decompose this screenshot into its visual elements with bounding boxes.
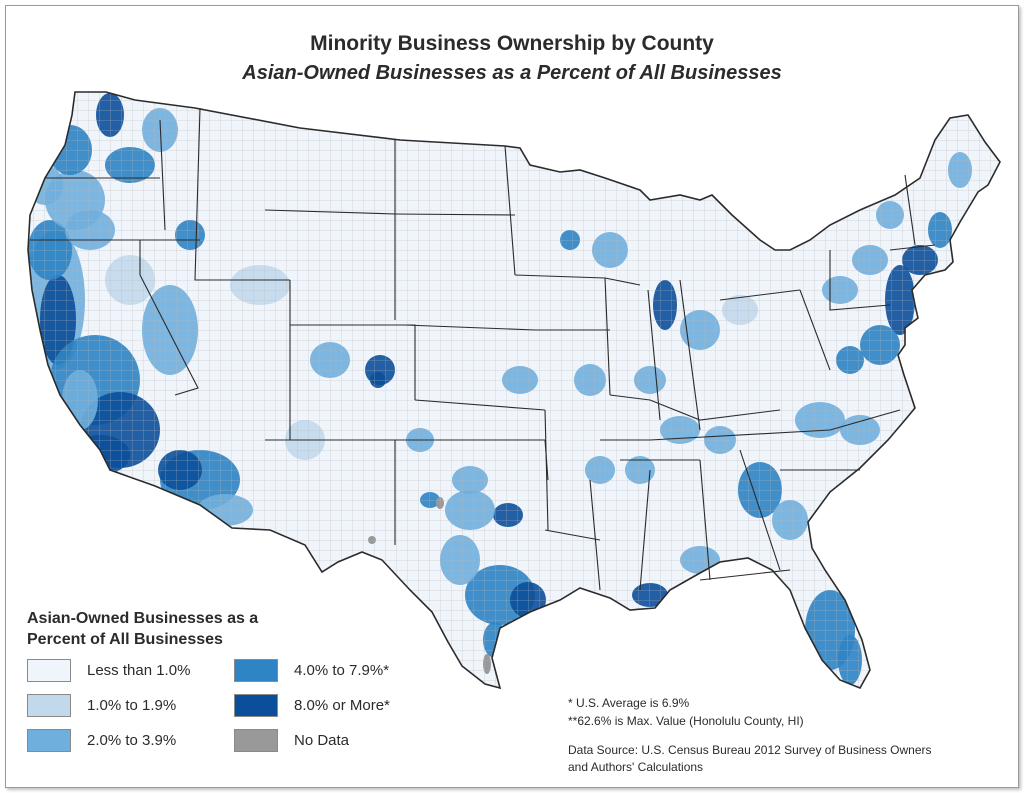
legend-swatch (27, 659, 71, 682)
state-boundary (609, 394, 781, 421)
legend-label: No Data (294, 732, 350, 749)
state-boundary (679, 279, 701, 431)
national-border (27, 91, 1001, 690)
state-boundary (159, 119, 166, 231)
state-boundary (647, 289, 661, 421)
data-source-line2: and Authors' Calculations (568, 760, 704, 774)
legend-label: 4.0% to 7.9%* (294, 662, 390, 679)
state-boundary (414, 399, 546, 411)
legend-title-line1: Asian-Owned Businesses as a (27, 610, 259, 627)
legend-label: 1.0% to 1.9% (87, 697, 177, 714)
state-boundary (699, 569, 791, 581)
state-boundary (699, 459, 711, 581)
legend-swatch (234, 694, 278, 717)
state-boundary (589, 479, 601, 591)
state-boundary (544, 529, 601, 541)
state-boundary (829, 250, 891, 311)
legend-title: Asian-Owned Businesses as a Percent of A… (27, 608, 267, 650)
legend-title-line2: Percent of All Businesses (27, 631, 223, 648)
legend-label: 8.0% or More* (294, 697, 390, 714)
state-boundaries (30, 107, 936, 591)
state-boundary (739, 449, 781, 571)
state-boundary (504, 145, 516, 276)
map-subtitle: Asian-Owned Businesses as a Percent of A… (242, 62, 782, 84)
state-boundary (719, 289, 801, 301)
state-boundary (394, 213, 516, 216)
legend-swatch (234, 729, 278, 752)
legend-label: Less than 1.0% (87, 662, 191, 679)
state-boundary (889, 244, 936, 251)
legend-label: 2.0% to 3.9% (87, 732, 177, 749)
state-boundary (139, 274, 199, 396)
state-boundary (649, 429, 831, 441)
state-boundary (604, 277, 611, 396)
legend-swatch (234, 659, 278, 682)
state-boundary (544, 439, 549, 481)
legend-swatch (27, 729, 71, 752)
state-boundary (544, 409, 549, 531)
state-boundary (404, 324, 536, 331)
data-source-line1: Data Source: U.S. Census Bureau 2012 Sur… (568, 743, 932, 757)
legend-swatch (27, 694, 71, 717)
state-boundary (799, 289, 831, 371)
max-value-note: **62.6% is Max. Value (Honolulu County, … (568, 714, 804, 728)
state-boundary (194, 107, 290, 281)
state-boundary (829, 409, 901, 431)
map-title: Minority Business Ownership by County (310, 32, 714, 55)
state-boundary (639, 469, 651, 591)
us-average-note: * U.S. Average is 6.9% (568, 696, 690, 710)
